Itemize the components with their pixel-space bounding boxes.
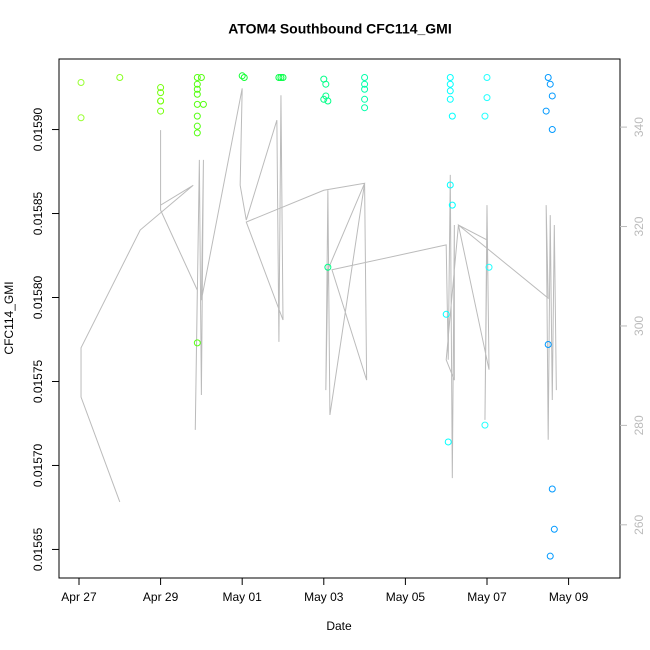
y-tick-label: 0.01585: [31, 192, 45, 236]
data-point: [483, 73, 491, 81]
y-axis-label: CFC114_GMI: [2, 281, 16, 354]
data-point: [322, 80, 330, 88]
data-point: [157, 97, 165, 105]
data-point: [446, 73, 454, 81]
data-point: [116, 73, 124, 81]
data-point: [485, 263, 493, 271]
data-point: [444, 438, 452, 446]
data-point: [361, 104, 369, 112]
data-point: [275, 73, 283, 81]
x-tick-label: May 09: [549, 590, 589, 604]
data-point: [193, 90, 201, 98]
data-point: [193, 122, 201, 130]
y2-tick-label: 300: [632, 316, 646, 336]
x-axis-label: Date: [326, 619, 352, 633]
data-point: [324, 263, 332, 271]
data-point: [442, 310, 450, 318]
data-point: [550, 525, 558, 533]
data-point: [446, 95, 454, 103]
y2-tick-label: 340: [632, 117, 646, 137]
data-point: [157, 107, 165, 115]
plot-frame: [58, 58, 621, 579]
x-tick-label: Apr 27: [61, 590, 97, 604]
x-tick-label: May 01: [223, 590, 263, 604]
y-tick-label: 0.01590: [31, 108, 45, 152]
data-point: [199, 100, 207, 108]
data-point: [361, 95, 369, 103]
data-point: [544, 73, 552, 81]
data-point: [548, 92, 556, 100]
data-point: [446, 181, 454, 189]
data-point: [361, 73, 369, 81]
data-point: [544, 341, 552, 349]
x-tick-label: Apr 29: [143, 590, 179, 604]
data-point: [548, 485, 556, 493]
x-tick-label: May 07: [467, 590, 507, 604]
data-point: [481, 112, 489, 120]
data-point: [193, 339, 201, 347]
data-point: [193, 112, 201, 120]
data-point: [546, 80, 554, 88]
data-point: [193, 80, 201, 88]
data-point: [157, 84, 165, 92]
y2-tick-label: 320: [632, 216, 646, 236]
data-line: [80, 88, 557, 503]
data-point: [481, 421, 489, 429]
data-point: [193, 73, 201, 81]
data-point: [193, 85, 201, 93]
y2-tick-label: 260: [632, 514, 646, 534]
y-tick-label: 0.01580: [31, 275, 45, 319]
data-point: [279, 73, 287, 81]
data-point: [240, 73, 248, 81]
data-point: [448, 201, 456, 209]
y-tick-label: 0.01565: [31, 527, 45, 571]
data-point: [77, 79, 85, 87]
data-point: [193, 129, 201, 137]
data-point: [324, 97, 332, 105]
chart-title: ATOM4 Southbound CFC114_GMI: [228, 21, 452, 37]
data-point: [483, 94, 491, 102]
data-point: [238, 72, 246, 80]
data-point: [446, 80, 454, 88]
data-point: [448, 112, 456, 120]
x-tick-label: May 05: [386, 590, 426, 604]
data-point: [446, 87, 454, 95]
y-tick-label: 0.01575: [31, 359, 45, 403]
data-point: [548, 126, 556, 134]
data-point: [320, 95, 328, 103]
y2-tick-label: 280: [632, 415, 646, 435]
x-tick-label: May 03: [304, 590, 344, 604]
data-point: [361, 80, 369, 88]
data-point: [197, 73, 205, 81]
data-point: [157, 89, 165, 97]
y-tick-label: 0.01570: [31, 443, 45, 487]
data-point: [361, 85, 369, 93]
data-point: [77, 114, 85, 122]
data-point: [546, 552, 554, 560]
data-point: [277, 73, 285, 81]
data-point: [542, 107, 550, 115]
data-point: [193, 100, 201, 108]
